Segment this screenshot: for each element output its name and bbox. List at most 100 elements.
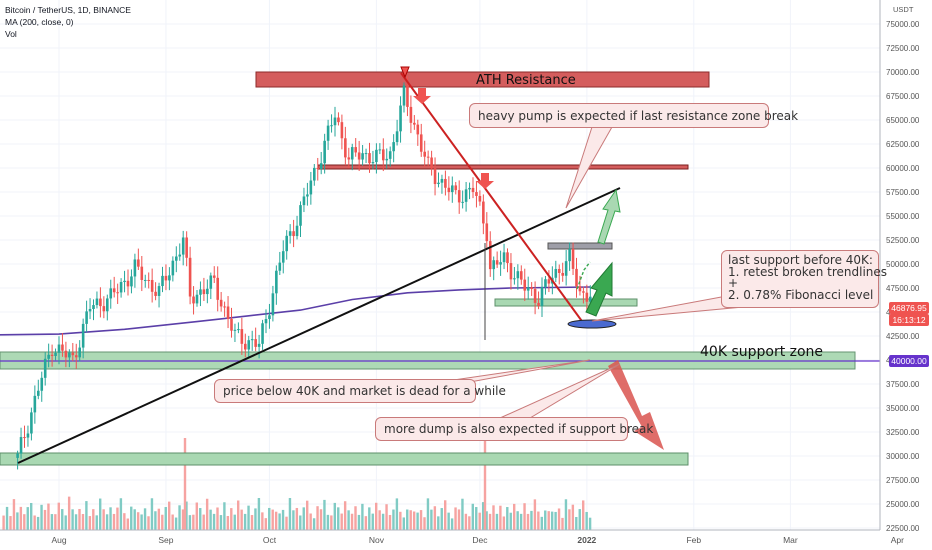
volume-bar — [281, 509, 285, 530]
candle-body — [143, 279, 147, 281]
fib-level-ellipse — [567, 319, 617, 329]
volume-bar — [237, 500, 240, 530]
volume-bar — [195, 502, 198, 530]
candle-body — [419, 134, 423, 152]
volume-bar — [40, 504, 43, 530]
volume-bar — [478, 512, 481, 530]
price-tick-label: 25000.00 — [886, 500, 920, 509]
volume-bar — [575, 516, 578, 530]
ath-resistance-zone[interactable] — [255, 71, 710, 88]
candle-body — [426, 156, 430, 158]
note-market-dead[interactable]: price below 40K and market is dead for a… — [214, 379, 506, 403]
volume-bar — [330, 515, 333, 530]
candle-body — [199, 289, 202, 295]
volume-bar — [509, 512, 512, 530]
candle-body — [378, 149, 382, 151]
volume-bar — [495, 513, 499, 530]
note-heavy-pump[interactable]: heavy pump is expected if last resistanc… — [469, 103, 798, 128]
candle-body — [216, 277, 219, 300]
volume-bar — [564, 499, 568, 530]
volume-bar — [523, 503, 526, 530]
volume-bar — [5, 506, 9, 530]
price-tick-label: 35000.00 — [886, 404, 920, 413]
volume-bar — [67, 496, 71, 530]
symbol-title[interactable]: Bitcoin / TetherUS, 1D, BINANCE — [5, 5, 131, 15]
volume-bar — [537, 511, 540, 530]
volume-bar — [230, 508, 233, 530]
volume-bar — [161, 514, 164, 530]
volume-bar — [185, 501, 188, 530]
volume-bar — [399, 511, 402, 530]
volume-bar — [278, 513, 281, 530]
candle-body — [247, 340, 251, 350]
candle-body — [385, 158, 389, 161]
volume-bar — [326, 514, 330, 530]
volume-bar — [309, 513, 312, 530]
candle-body — [568, 248, 571, 262]
volume-bar — [292, 510, 295, 530]
volume-bar — [85, 501, 88, 530]
volume-bar — [357, 514, 361, 530]
candle-body — [244, 343, 247, 350]
volume-bar — [547, 511, 550, 530]
resistance-zone-52k[interactable] — [547, 242, 613, 250]
candle-body — [223, 306, 226, 308]
volume-bar — [23, 514, 26, 530]
volume-bar — [392, 509, 395, 530]
candle-body — [437, 182, 440, 185]
volume-bar — [240, 509, 243, 530]
ascending-trendline[interactable] — [17, 187, 621, 464]
volume-bar — [337, 507, 340, 530]
price-tick-label: 60000.00 — [886, 164, 920, 173]
note-more-dump[interactable]: more dump is also expected if support br… — [375, 417, 653, 441]
volume-bar — [381, 513, 385, 530]
volume-bar — [150, 498, 154, 530]
candle-body — [533, 288, 537, 303]
candle-body — [188, 257, 192, 297]
volume-bar — [588, 517, 592, 530]
candle-body — [99, 298, 102, 307]
volume-indicator-label[interactable]: Vol — [5, 29, 17, 39]
candle-body — [495, 260, 499, 265]
volume-bar — [568, 509, 571, 530]
volume-bar — [461, 498, 464, 530]
volume-bar — [209, 509, 212, 530]
price-tick-label: 72500.00 — [886, 44, 920, 53]
candle-body — [464, 189, 468, 202]
candle-body — [295, 225, 299, 237]
candle-body — [475, 192, 478, 196]
time-tick-label: Apr — [891, 535, 904, 545]
volume-bar — [261, 512, 264, 530]
volume-bar — [102, 509, 105, 530]
note-last-support[interactable]: last support before 40K: 1. retest broke… — [721, 250, 887, 308]
candle-body — [30, 412, 33, 434]
candle-body — [61, 344, 64, 351]
volume-bar — [340, 513, 343, 530]
candle-body — [147, 279, 150, 281]
candle-body — [43, 358, 47, 378]
resistance-60k-line[interactable] — [317, 164, 689, 170]
volume-bar — [544, 510, 547, 530]
candle-body — [509, 263, 513, 280]
volume-bar — [54, 514, 57, 530]
countdown-label: 16:13:12 — [889, 314, 929, 326]
descending-trendline[interactable] — [400, 72, 585, 325]
candle-body — [306, 194, 309, 197]
volume-bar — [178, 505, 181, 530]
candle-body — [150, 279, 154, 292]
down-arrow-icon — [413, 88, 431, 104]
support-zone-30k[interactable] — [0, 452, 689, 466]
candle-body — [88, 308, 92, 312]
volume-bar — [402, 517, 405, 530]
price-tick-label: 47500.00 — [886, 284, 920, 293]
volume-bar — [319, 509, 323, 530]
ma-indicator-label[interactable]: MA (200, close, 0) — [5, 17, 74, 27]
volume-bar — [183, 438, 187, 530]
volume-bar — [164, 507, 167, 530]
volume-bar — [33, 515, 36, 530]
volume-bar — [471, 503, 474, 530]
volume-bar — [109, 507, 112, 530]
volume-bar — [226, 516, 230, 530]
candle-body — [212, 275, 216, 278]
